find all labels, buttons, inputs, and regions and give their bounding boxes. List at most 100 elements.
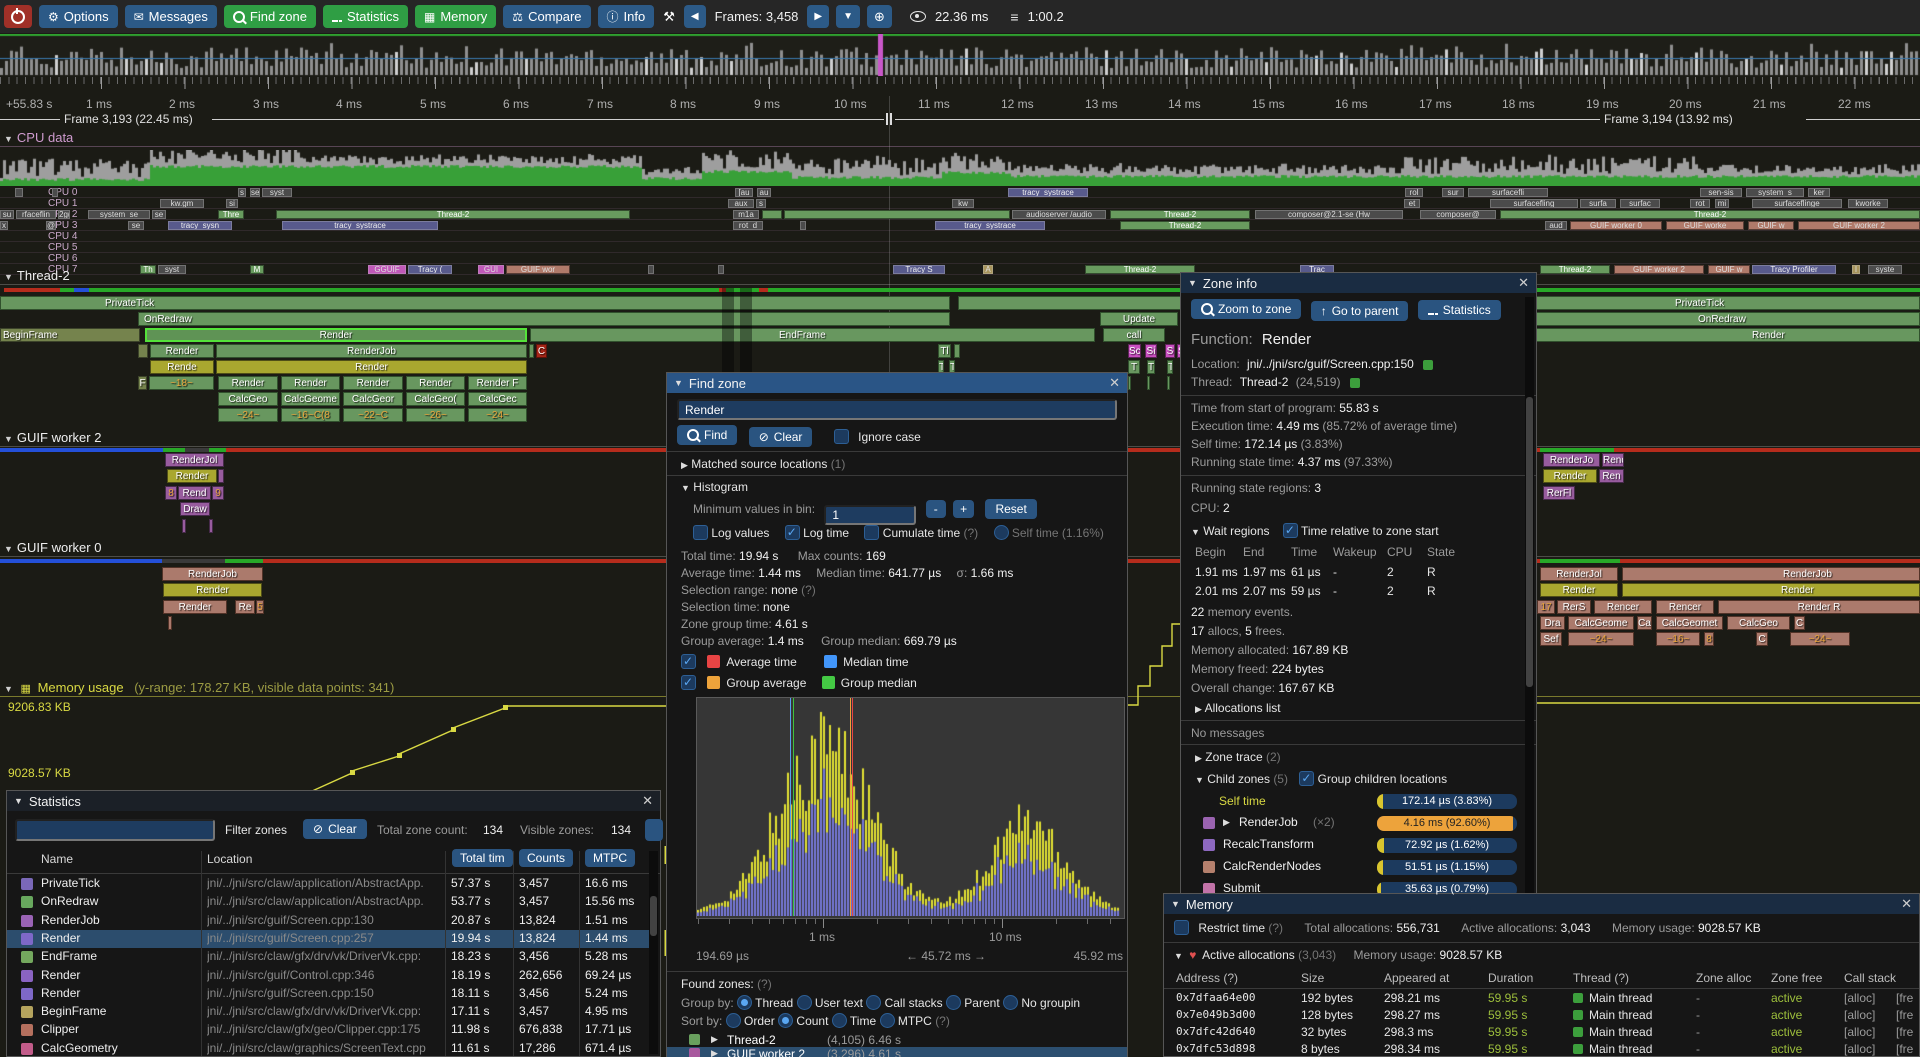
zone-Ca[interactable]: Ca (1637, 616, 1652, 630)
group-children-checkbox[interactable] (1299, 771, 1315, 786)
cpu-zone-chip[interactable]: rot_d (733, 221, 763, 230)
radio-count[interactable] (778, 1013, 794, 1028)
memory-col-address[interactable]: Address (?) (1176, 971, 1239, 985)
zone-~24~[interactable]: ~24~ (218, 408, 278, 422)
zone-F[interactable]: F (138, 376, 147, 390)
radio-no-groupin[interactable] (1003, 995, 1018, 1010)
zone-trace-row[interactable]: ▶ Zone trace (2) (1195, 750, 1281, 764)
zone-OnRedraw[interactable]: OnRedraw (138, 312, 950, 326)
zone-T[interactable]: T (1128, 360, 1140, 374)
zone-Rend[interactable]: Rend (1602, 453, 1624, 467)
close-icon[interactable]: ✕ (642, 793, 653, 808)
zone-CalcGeomet[interactable]: CalcGeomet (1656, 616, 1723, 630)
col-name[interactable]: Name (41, 852, 74, 866)
cpu-zone-chip[interactable]: GUIF w (1748, 221, 1794, 230)
cpu-zone-chip[interactable] (52, 188, 58, 197)
cpu-zone-chip[interactable] (762, 210, 782, 219)
zone-C[interactable]: C (1756, 632, 1768, 646)
frame-3194-label[interactable]: Frame 3,194 (13.92 ms) (1604, 112, 1733, 126)
zone-~22~C[interactable]: ~22~C (343, 408, 403, 422)
zone-unnamed[interactable] (182, 519, 186, 533)
reset-button[interactable]: Reset (985, 499, 1037, 519)
wait-regions-header[interactable]: ▼ Wait regions Time relative to zone sta… (1191, 523, 1439, 538)
radio-thread[interactable] (737, 995, 753, 1010)
findzone-histogram[interactable] (696, 697, 1125, 919)
zone-unnamed[interactable] (1167, 376, 1170, 390)
collapse-icon[interactable]: ▼ (1171, 899, 1180, 909)
cpu-zone-chip[interactable] (800, 221, 806, 230)
compare-button[interactable]: ⚖ Compare (503, 5, 591, 28)
zone-Si[interactable]: Si (1145, 344, 1157, 358)
close-icon[interactable]: ✕ (1518, 275, 1529, 290)
zone-Render[interactable]: Render (406, 376, 465, 390)
cpu-zone-chip[interactable]: [au (735, 188, 753, 197)
cpu-zone-chip[interactable]: audioserver /audio (1012, 210, 1106, 219)
cpu-zone-chip[interactable]: system_se (88, 210, 150, 219)
cpu-zone-chip[interactable]: Tracy Profiler (1752, 265, 1836, 274)
cpu-zone-chip[interactable]: GGUIF (368, 265, 406, 274)
memory-button[interactable]: ▦ Memory (415, 5, 497, 28)
cut-button[interactable] (645, 819, 663, 841)
cpu-zone-chip[interactable]: 2g( (58, 210, 70, 219)
zone-unnamed[interactable] (1147, 376, 1150, 390)
col-mtpc[interactable]: MTPC (585, 849, 635, 867)
zone-Rend[interactable]: Rend (178, 486, 211, 500)
zone-Rencer[interactable]: Rencer (1594, 600, 1652, 614)
zone-call[interactable]: call (1103, 328, 1165, 342)
zone-RenderJob[interactable]: RenderJob (1622, 567, 1920, 581)
collapse-icon[interactable]: ▼ (14, 796, 23, 806)
cpu-zone-chip[interactable]: Tracy S (893, 265, 945, 274)
zone-5[interactable]: 5 (256, 600, 264, 614)
active-allocations-header[interactable]: ▼ ♥ Active allocations (3,043) Memory us… (1174, 948, 1503, 962)
cpu-zone-chip[interactable]: s (756, 199, 766, 208)
zone-CalcGeo([interactable]: CalcGeo( (406, 392, 465, 406)
zone-Render[interactable]: Render (1540, 583, 1618, 597)
cpu-zone-chip[interactable]: GUIF worke (1666, 221, 1744, 230)
stats-row[interactable]: RenderJob jni/../jni/src/guif/Screen.cpp:… (7, 912, 650, 930)
tools-button[interactable]: ⚒ (661, 5, 677, 28)
histogram-collapsible[interactable]: ▼ Histogram (681, 480, 748, 494)
cpu-zone-chip[interactable]: si (226, 199, 238, 208)
zone-C[interactable]: C (536, 344, 547, 358)
radio-time[interactable] (831, 1013, 847, 1028)
cpu-zone-chip[interactable]: GUIF worker 0 (1570, 221, 1662, 230)
cpu-zone-chip[interactable]: GUIF wor (506, 265, 570, 274)
thread-header-Thread-2[interactable]: ▼ Thread-2 (0, 268, 1920, 285)
stats-row[interactable]: PrivateTick jni/../jni/src/claw/applicati… (7, 875, 650, 893)
memory-allocation-row[interactable]: 0x7dfc53d898 8 bytes 298.34 ms 59.95 s Main … (1176, 1042, 1914, 1056)
cpu-zone-chip[interactable]: tracy_sysn (168, 221, 232, 230)
zone-Sef[interactable]: Sef (1540, 632, 1562, 646)
cpu-zone-chip[interactable]: composer@ (1420, 210, 1496, 219)
cpu-zone-chip[interactable]: Thread-2 (1120, 221, 1250, 230)
cpu-zone-chip[interactable]: se (250, 188, 260, 197)
log-time-checkbox[interactable] (784, 525, 800, 540)
cpu-zone-chip[interactable]: syste (1868, 265, 1902, 274)
zone-unnamed[interactable] (138, 344, 148, 358)
stats-row[interactable]: BeginFrame jni/../jni/src/claw/gfx/drv/vk… (7, 1003, 650, 1021)
stats-row[interactable]: CalcGeometry jni/../jni/src/claw/graphics… (7, 1040, 650, 1056)
cpu-zone-chip[interactable]: syst (262, 188, 292, 197)
memory-col-zone[interactable]: Zone free (1771, 971, 1823, 985)
found-zone-group[interactable]: ▶ Thread-2 (4,105) 6.46 s (667, 1033, 1127, 1047)
cpu-zone-chip[interactable]: surfa (1580, 199, 1616, 208)
zone-8[interactable]: 8 (165, 486, 177, 500)
zone-Render[interactable]: Render (216, 360, 527, 374)
child-zone-row[interactable]: CalcRenderNodes 51.51 µs (1.15%) (1181, 859, 1536, 878)
zone-Re[interactable]: Re (235, 600, 255, 614)
cpu-zone-chip[interactable]: et (1404, 199, 1420, 208)
stats-row[interactable]: Render jni/../jni/src/guif/Control.cpp:34… (7, 967, 650, 985)
memory-col-call[interactable]: Call stack (1844, 971, 1897, 985)
zone-Rencer[interactable]: Rencer (1656, 600, 1714, 614)
cpu-zone-chip[interactable]: rot (1690, 199, 1710, 208)
zone-unnamed[interactable] (954, 344, 960, 358)
collapse-icon[interactable]: ▼ (674, 378, 683, 388)
child-zone-row[interactable]: RecalcTransform 72.92 µs (1.62%) (1181, 837, 1536, 856)
cpu-zone-chip[interactable]: sen-sis (1700, 188, 1742, 197)
statistics-button[interactable]: Statistics (1417, 300, 1501, 320)
zone-info-titlebar[interactable]: ▼ Zone info ✕ (1181, 273, 1536, 293)
zone-RenderJob[interactable]: RenderJob (216, 344, 527, 358)
zone-Render[interactable]: Render (281, 376, 340, 390)
cpu-zone-chip[interactable]: kw.gm (160, 199, 204, 208)
cpu-zone-chip[interactable]: GUIF worker 2 (1614, 265, 1704, 274)
cpu-zone-chip[interactable]: x (0, 221, 8, 230)
